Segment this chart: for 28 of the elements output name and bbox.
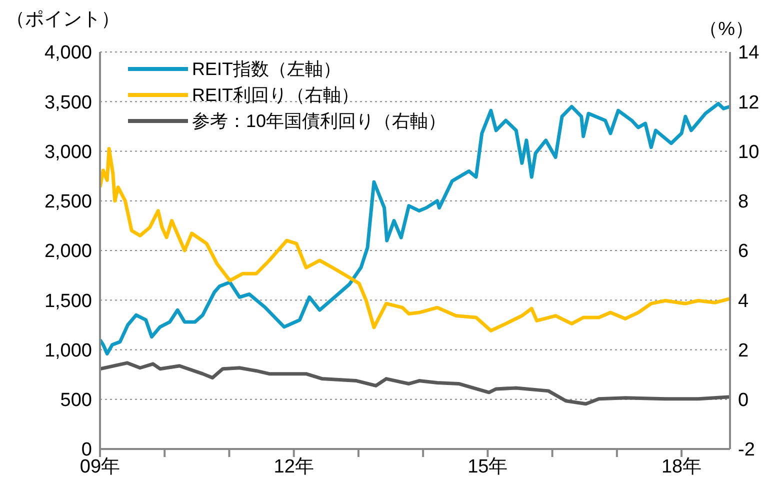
y2-tick-label: 0 <box>738 390 749 412</box>
y2-tick-label: 4 <box>738 290 749 312</box>
x-tick-label: 18年 <box>661 456 702 478</box>
legend-label: REIT指数（左軸） <box>192 58 342 81</box>
y-tick-label: 1,500 <box>44 290 92 312</box>
y2-tick-label: 2 <box>738 340 749 362</box>
line-series <box>100 361 730 406</box>
y-tick-label: 2,000 <box>44 241 92 262</box>
y-tick-label: 3,000 <box>44 142 92 163</box>
legend-label: 参考：10年国債利回り（右軸） <box>192 110 446 133</box>
y-axis-title: （ポイント） <box>6 8 120 32</box>
y-tick-label: 1,000 <box>44 340 92 362</box>
y-tick-label: 500 <box>60 390 92 412</box>
y2-tick-label: 12 <box>738 92 760 114</box>
y-tick-label: 2,500 <box>44 192 92 213</box>
y2-axis-title: （%） <box>699 18 754 42</box>
x-tick-label: 09年 <box>80 456 120 478</box>
y2-tick-label: 14 <box>738 42 760 64</box>
y2-tick-label: 6 <box>738 241 749 262</box>
y-tick-label: 3,500 <box>44 92 92 114</box>
y2-tick-label: -2 <box>738 440 755 461</box>
y-tick-label: 4,000 <box>44 42 92 64</box>
legend-label: REIT利回り（右軸） <box>192 84 360 107</box>
y2-tick-label: 8 <box>738 192 749 213</box>
y2-tick-label: 10 <box>738 142 760 163</box>
x-tick-label: 12年 <box>274 456 314 478</box>
line-series <box>100 147 730 332</box>
x-tick-label: 15年 <box>468 456 508 478</box>
